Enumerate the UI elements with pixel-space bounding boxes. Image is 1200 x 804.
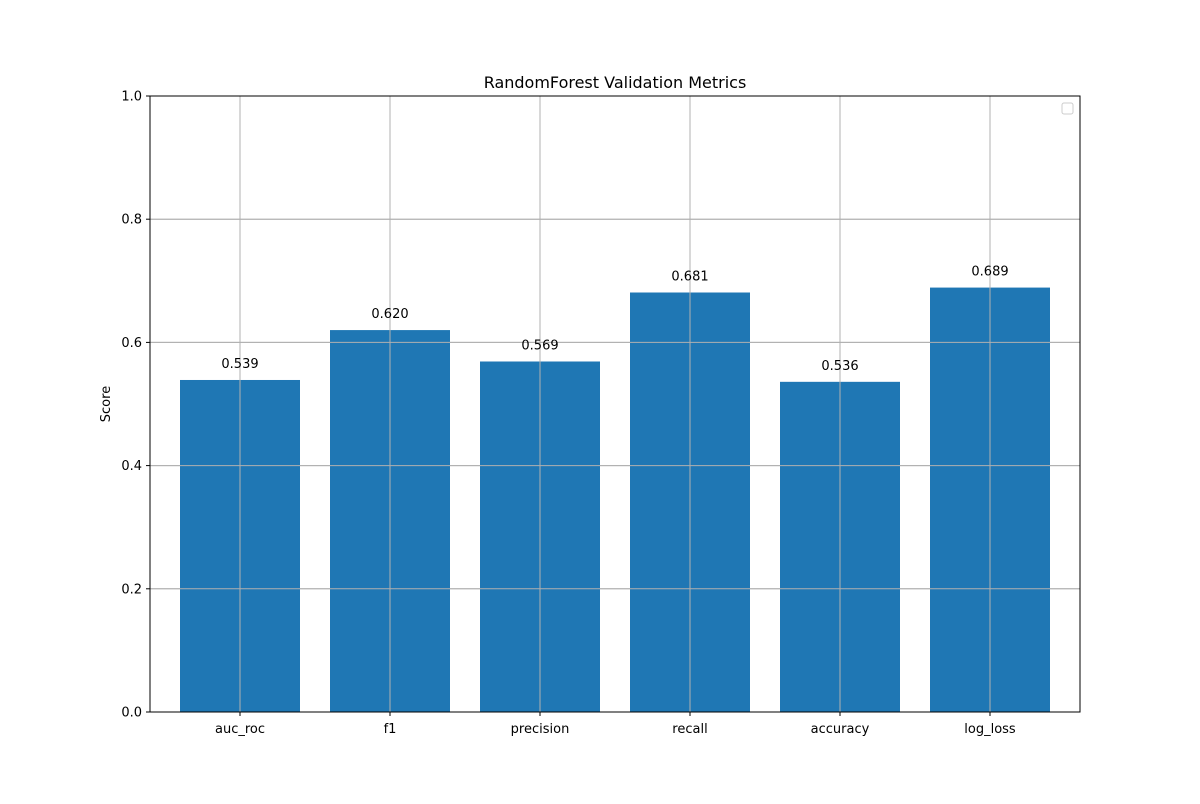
x-tick-label: precision [511,722,570,737]
x-tick-label: recall [672,722,707,737]
value-label: 0.539 [221,357,258,372]
x-tick-label: log_loss [964,722,1016,737]
x-axis: auc_roc f1 precision recall accuracy log_loss [215,712,1016,737]
x-tick-label: auc_roc [215,722,265,737]
value-labels: 0.539 0.620 0.569 0.681 0.536 0.689 [221,265,1008,374]
value-label: 0.569 [521,338,558,353]
bars-layer [150,96,1080,712]
value-label: 0.620 [371,307,408,322]
value-label: 0.681 [671,270,708,285]
legend-box [1061,102,1074,115]
value-label: 0.689 [971,265,1008,280]
y-tick-label: 0.4 [121,459,142,474]
plot-frame [149,95,1081,713]
chart-title: RandomForest Validation Metrics [484,73,747,92]
y-axis: 0.0 0.2 0.4 0.6 0.8 1.0 [121,90,150,721]
x-tick-label: accuracy [811,722,870,737]
y-tick-label: 0.0 [121,706,142,721]
y-tick-label: 0.2 [121,582,142,597]
y-tick-label: 0.6 [121,336,142,351]
value-label: 0.536 [821,359,858,374]
y-tick-label: 0.8 [121,213,142,228]
x-tick-label: f1 [384,722,397,737]
y-axis-label: Score [99,386,114,422]
y-tick-label: 1.0 [121,90,142,105]
